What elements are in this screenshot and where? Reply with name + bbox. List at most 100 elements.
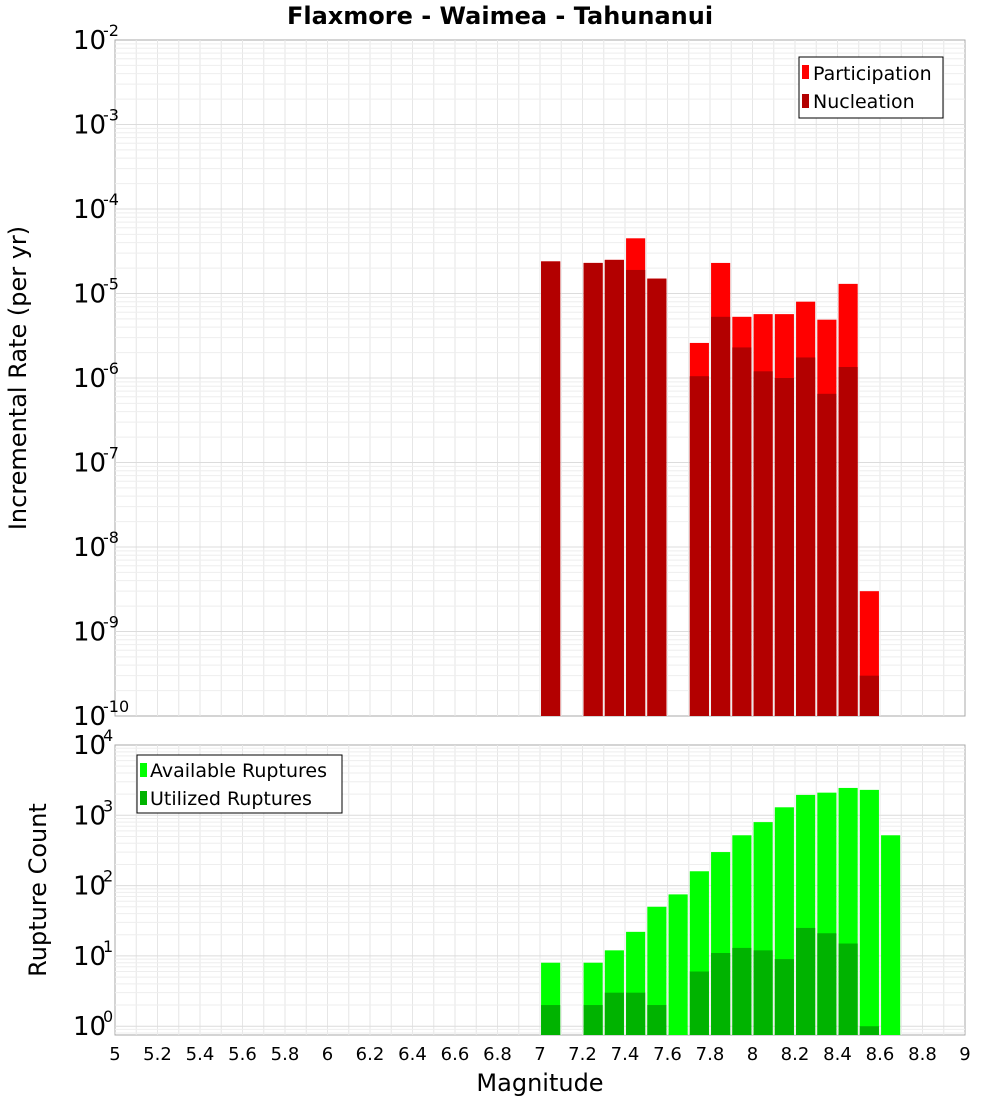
top-y-tick-base: 10 bbox=[73, 364, 106, 394]
x-axis-label: Magnitude bbox=[476, 1069, 603, 1097]
top-y-tick-base: 10 bbox=[73, 618, 106, 648]
bottom-y-tick: 103 bbox=[73, 796, 113, 831]
bottom-bar-available-ruptures bbox=[668, 894, 688, 1035]
top-y-tick-base: 10 bbox=[73, 280, 106, 310]
x-tick-label: 7.4 bbox=[611, 1044, 640, 1065]
bottom-y-tick-exponent: 2 bbox=[103, 867, 113, 886]
bottom-y-tick-base: 10 bbox=[73, 1012, 106, 1042]
legend-swatch-nucleation bbox=[802, 94, 809, 108]
top-bar-nucleation bbox=[817, 393, 837, 716]
x-tick-label: 9 bbox=[959, 1044, 970, 1065]
top-y-tick-base: 10 bbox=[73, 26, 106, 56]
x-ticks: 5 5.2 5.4 5.6 5.8 6 6.2 6.4 6.6 6.8 7 7.2 7.4 7.6 7.8 8… bbox=[109, 1044, 970, 1065]
top-legend: Participation Nucleation bbox=[798, 56, 944, 119]
bottom-y-tick-base: 10 bbox=[73, 801, 106, 831]
x-tick-label: 6.2 bbox=[356, 1044, 385, 1065]
x-tick-label: 5.8 bbox=[271, 1044, 300, 1065]
bottom-legend: Available Ruptures Utilized Ruptures bbox=[136, 754, 343, 814]
top-y-tick: 10-8 bbox=[73, 528, 119, 563]
top-y-axis-label: Incremental Rate (per yr) bbox=[4, 226, 32, 530]
x-tick-label: 5.4 bbox=[186, 1044, 215, 1065]
top-y-tick-exponent: -2 bbox=[103, 21, 119, 40]
bottom-y-axis-label: Rupture Count bbox=[24, 803, 52, 977]
bottom-bar-utilized-ruptures bbox=[711, 953, 731, 1035]
top-y-tick-exponent: -5 bbox=[103, 275, 119, 294]
legend-label-nucleation: Nucleation bbox=[813, 91, 915, 113]
top-bar-nucleation bbox=[541, 261, 561, 716]
legend-swatch-available bbox=[140, 763, 147, 777]
bottom-y-tick: 100 bbox=[73, 1007, 113, 1042]
bottom-bar-utilized-ruptures bbox=[689, 971, 709, 1035]
x-tick-label: 7.8 bbox=[696, 1044, 725, 1065]
legend-label-utilized: Utilized Ruptures bbox=[150, 788, 312, 810]
top-y-tick-exponent: -7 bbox=[103, 444, 119, 463]
top-bar-nucleation bbox=[774, 378, 794, 716]
bottom-bar-utilized-ruptures bbox=[859, 1026, 879, 1035]
top-y-tick: 10-3 bbox=[73, 106, 119, 141]
bottom-bar-utilized-ruptures bbox=[647, 1005, 667, 1035]
bottom-bar-utilized-ruptures bbox=[753, 950, 773, 1035]
top-bar-nucleation bbox=[753, 371, 773, 716]
x-tick-label: 5.6 bbox=[228, 1044, 257, 1065]
top-y-tick-base: 10 bbox=[73, 111, 106, 141]
top-y-tick: 10-7 bbox=[73, 444, 119, 479]
bottom-bar-utilized-ruptures bbox=[604, 992, 624, 1035]
x-tick-label: 7.6 bbox=[653, 1044, 682, 1065]
top-y-tick: 10-2 bbox=[73, 21, 119, 56]
x-tick-label: 8.6 bbox=[866, 1044, 895, 1065]
bottom-y-tick: 101 bbox=[73, 937, 113, 972]
x-tick-label: 6.8 bbox=[483, 1044, 512, 1065]
top-bar-nucleation bbox=[859, 675, 879, 716]
top-legend-box bbox=[798, 56, 944, 119]
bottom-bar-available-ruptures bbox=[859, 789, 879, 1035]
bottom-bar-utilized-ruptures bbox=[774, 959, 794, 1035]
bottom-bar-utilized-ruptures bbox=[732, 947, 752, 1035]
top-y-tick-base: 10 bbox=[73, 702, 106, 732]
bottom-bar-utilized-ruptures bbox=[541, 1005, 561, 1035]
bottom-y-tick-base: 10 bbox=[73, 872, 106, 902]
bottom-y-tick-exponent: 1 bbox=[103, 937, 113, 956]
top-y-tick-exponent: -3 bbox=[103, 106, 119, 125]
bottom-bar-utilized-ruptures bbox=[626, 992, 646, 1035]
top-bar-nucleation bbox=[583, 262, 603, 716]
bottom-bars bbox=[541, 787, 901, 1035]
bottom-bar-utilized-ruptures bbox=[583, 1005, 603, 1035]
top-bar-nucleation bbox=[604, 259, 624, 716]
x-tick-label: 8.8 bbox=[908, 1044, 937, 1065]
top-bar-nucleation bbox=[732, 347, 752, 716]
legend-label-available: Available Ruptures bbox=[150, 760, 327, 782]
top-y-tick-exponent: -9 bbox=[103, 613, 119, 632]
top-grid bbox=[115, 40, 965, 716]
x-tick-label: 7.2 bbox=[568, 1044, 597, 1065]
x-tick-label: 6 bbox=[322, 1044, 333, 1065]
top-bar-nucleation bbox=[838, 366, 858, 716]
top-y-tick: 10-9 bbox=[73, 613, 119, 648]
legend-swatch-participation bbox=[802, 65, 809, 79]
top-y-tick: 10-5 bbox=[73, 275, 119, 310]
top-y-tick-exponent: -6 bbox=[103, 359, 119, 378]
legend-label-participation: Participation bbox=[813, 63, 932, 85]
bottom-y-tick: 102 bbox=[73, 867, 113, 902]
x-tick-label: 8.4 bbox=[823, 1044, 852, 1065]
bottom-y-tick: 104 bbox=[73, 726, 113, 761]
top-bar-nucleation bbox=[626, 269, 646, 716]
bottom-y-tick-base: 10 bbox=[73, 731, 106, 761]
x-tick-label: 5 bbox=[109, 1044, 120, 1065]
bottom-y-tick-base: 10 bbox=[73, 942, 106, 972]
top-y-tick: 10-10 bbox=[73, 697, 129, 732]
bottom-y-tick-exponent: 4 bbox=[103, 726, 113, 745]
chart-title: Flaxmore - Waimea - Tahunanui bbox=[287, 2, 713, 30]
x-tick-label: 5.2 bbox=[143, 1044, 172, 1065]
top-bars bbox=[541, 238, 879, 717]
bottom-bar-available-ruptures bbox=[647, 906, 667, 1035]
top-y-tick-base: 10 bbox=[73, 533, 106, 563]
top-y-tick: 10-4 bbox=[73, 190, 119, 225]
bottom-bar-available-ruptures bbox=[881, 835, 901, 1035]
x-tick-label: 6.6 bbox=[441, 1044, 470, 1065]
x-tick-label: 8.2 bbox=[781, 1044, 810, 1065]
top-bar-nucleation bbox=[647, 278, 667, 716]
top-bar-nucleation bbox=[711, 316, 731, 716]
